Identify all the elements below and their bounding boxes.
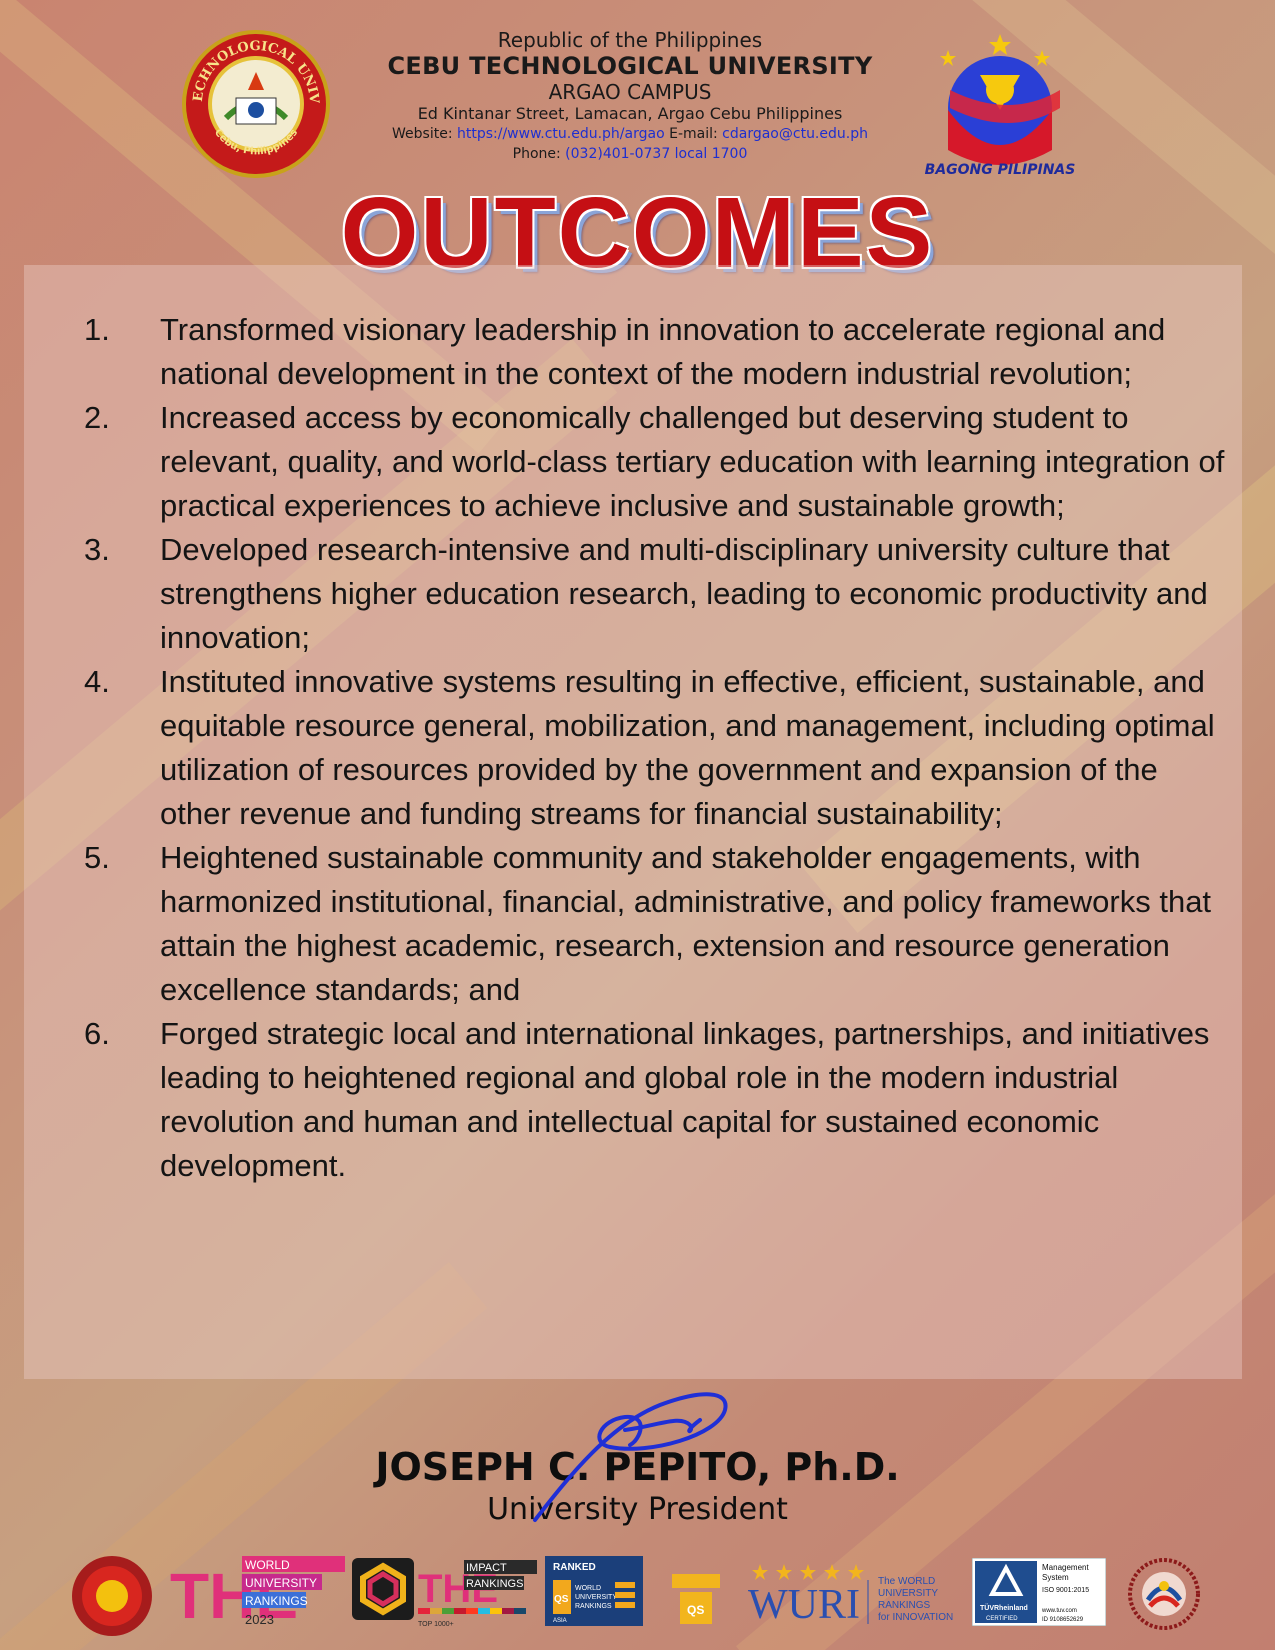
item-number: 1. (84, 312, 110, 347)
svg-text:ISO 9001:2015: ISO 9001:2015 (1042, 1587, 1089, 1594)
svg-text:WORLD: WORLD (245, 1558, 290, 1572)
wuri-logo: WURI The WORLD UNIVERSITY RANKINGS for I… (748, 1564, 953, 1628)
outcomes-list: 1. Transformed visionary leadership in in… (84, 308, 1234, 1188)
tuv-rheinland-certification-logo: TÜVRheinland CERTIFIED Management System… (972, 1558, 1106, 1626)
item-text: Forged strategic local and international… (160, 1016, 1210, 1183)
bagong-pilipinas-logo: BAGONG PILIPINAS (925, 34, 1076, 178)
contact-line: Website: https://www.ctu.edu.ph/argao E-… (360, 124, 900, 144)
bagong-pilipinas-label: BAGONG PILIPINAS (925, 162, 1076, 178)
item-text: Transformed visionary leadership in inno… (160, 312, 1166, 391)
svg-text:www.tuv.com: www.tuv.com (1041, 1608, 1077, 1614)
list-item: 6. Forged strategic local and internation… (84, 1012, 1234, 1188)
university-seal-logo: CEBU TECHNOLOGICAL UNIVERSITY Cebu, Phil… (180, 28, 330, 178)
list-item: 2. Increased access by economically chall… (84, 396, 1234, 528)
phone-line: Phone: (032)401-0737 local 1700 (360, 144, 900, 164)
signatory-position: University President (487, 1492, 788, 1527)
university-name: CEBU TECHNOLOGICAL UNIVERSITY (387, 52, 873, 80)
svg-text:CERTIFIED: CERTIFIED (986, 1616, 1018, 1622)
phone-label: Phone: (512, 146, 561, 162)
svg-text:System: System (1042, 1573, 1069, 1582)
quality-award-emblem-logo (1128, 1558, 1200, 1630)
qs-stars-logo: QS (672, 1574, 720, 1624)
list-item: 5. Heightened sustainable community and s… (84, 836, 1234, 1012)
item-number: 5. (84, 840, 110, 875)
svg-text:TOP 1000+: TOP 1000+ (418, 1621, 454, 1628)
accreditation-logos: THE WORLD UNIVERSITY RANKINGS 2023 THE I… (0, 1550, 1275, 1650)
asean-emblem-logo (72, 1556, 152, 1636)
item-text: Heightened sustainable community and sta… (160, 840, 1212, 1007)
outcomes-panel (24, 265, 1242, 1379)
website-link[interactable]: https://www.ctu.edu.ph/argao (457, 126, 665, 142)
svg-text:for INNOVATION: for INNOVATION (878, 1612, 953, 1623)
list-item: 3. Developed research-intensive and multi… (84, 528, 1234, 660)
svg-text:IMPACT: IMPACT (466, 1562, 507, 1574)
email-link[interactable]: cdargao@ctu.edu.ph (722, 126, 868, 142)
website-label: Website: (392, 126, 453, 142)
page-title: OUTCOMES (340, 177, 935, 289)
svg-text:ID 9108652629: ID 9108652629 (1042, 1617, 1084, 1623)
svg-text:RANKINGS: RANKINGS (245, 1594, 308, 1608)
svg-text:RANKINGS: RANKINGS (575, 1603, 612, 1610)
list-item: 4. Instituted innovative systems resultin… (84, 660, 1234, 836)
svg-text:The WORLD: The WORLD (878, 1576, 935, 1587)
list-item: 1. Transformed visionary leadership in in… (84, 308, 1234, 396)
svg-text:UNIVERSITY: UNIVERSITY (245, 1576, 317, 1590)
svg-text:2023: 2023 (245, 1612, 274, 1626)
item-number: 3. (84, 532, 110, 567)
item-number: 2. (84, 400, 110, 435)
item-text: Developed research-intensive and multi-d… (160, 532, 1208, 655)
signature-graphic (533, 1392, 728, 1522)
svg-text:UNIVERSITY: UNIVERSITY (878, 1588, 938, 1599)
item-number: 6. (84, 1016, 110, 1051)
campus-name: ARGAO CAMPUS (548, 80, 712, 104)
item-text: Instituted innovative systems resulting … (160, 664, 1215, 831)
phone-number: (032)401-0737 local 1700 (565, 146, 748, 162)
letterhead-text: Republic of the Philippines CEBU TECHNOL… (360, 28, 900, 164)
the-world-university-rankings-logo: THE WORLD UNIVERSITY RANKINGS 2023 (170, 1556, 345, 1626)
svg-text:RANKED: RANKED (553, 1562, 596, 1573)
svg-text:ASIA: ASIA (553, 1618, 567, 1624)
svg-text:Management: Management (1042, 1563, 1089, 1572)
svg-text:RANKINGS: RANKINGS (466, 1578, 523, 1590)
svg-text:QS: QS (687, 1603, 704, 1617)
qs-asia-rankings-logo: RANKED QS WORLD UNIVERSITY RANKINGS ASIA (545, 1556, 643, 1626)
letterhead: CEBU TECHNOLOGICAL UNIVERSITY Cebu, Phil… (0, 0, 1275, 180)
svg-text:UNIVERSITY: UNIVERSITY (575, 1594, 617, 1601)
signatory-name: JOSEPH C. PEPITO, Ph.D. (375, 1445, 900, 1489)
svg-text:RANKINGS: RANKINGS (878, 1600, 931, 1611)
email-label: E-mail: (669, 126, 718, 142)
svg-text:WURI: WURI (748, 1582, 860, 1628)
item-text: Increased access by economically challen… (160, 400, 1225, 523)
the-impact-rankings-logo: THE IMPACT RANKINGS TOP 1000+ (352, 1558, 537, 1628)
svg-text:TÜVRheinland: TÜVRheinland (980, 1603, 1028, 1612)
item-number: 4. (84, 664, 110, 699)
svg-text:WORLD: WORLD (575, 1585, 601, 1592)
address-line: Ed Kintanar Street, Lamacan, Argao Cebu … (417, 104, 843, 123)
republic-line: Republic of the Philippines (497, 28, 763, 52)
svg-text:QS: QS (554, 1594, 569, 1605)
